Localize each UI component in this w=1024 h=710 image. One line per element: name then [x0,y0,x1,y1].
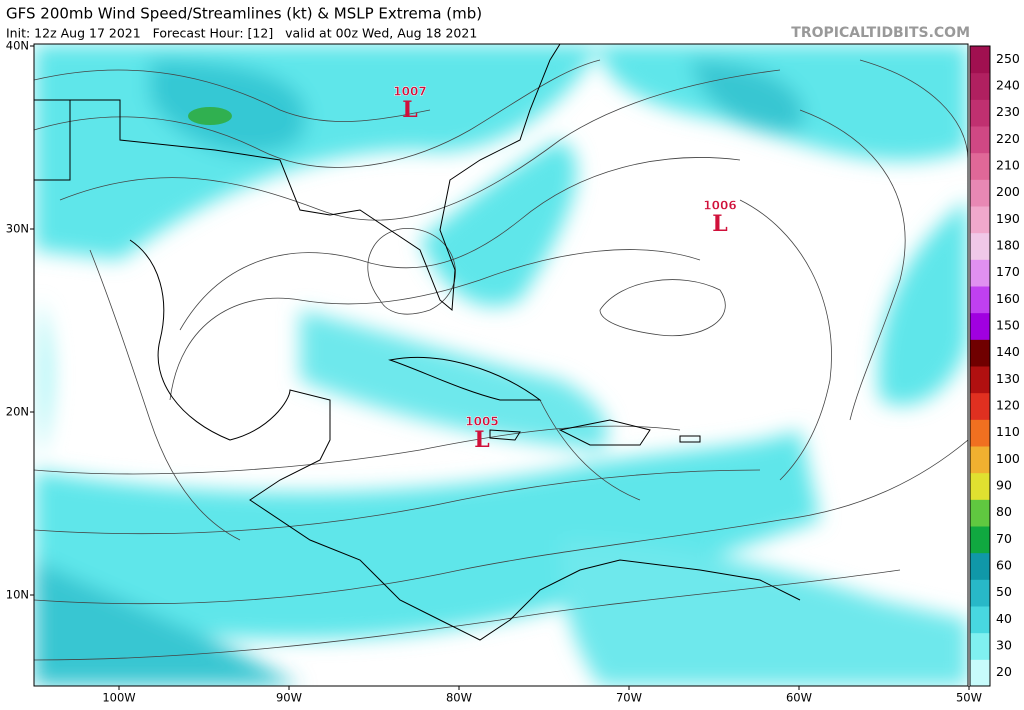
lat-label: 20N [6,405,29,419]
colorbar-segment [970,526,990,554]
colorbar-label: 130 [996,371,1020,386]
colorbar-label: 240 [996,78,1020,93]
lon-label: 60W [786,691,812,705]
map-frame [33,43,969,687]
colorbar-label: 220 [996,131,1020,146]
colorbar-segment [970,446,990,474]
wind-shading [34,44,968,686]
colorbar-label: 170 [996,264,1020,279]
colorbar-label: 200 [996,184,1020,199]
colorbar-segment [970,579,990,607]
colorbar-label: 100 [996,451,1020,466]
colorbar-segment [970,259,990,287]
colorbar-label: 60 [996,558,1012,573]
colorbar-label: 230 [996,104,1020,119]
site-credit: TROPICALTIDBITS.COM [791,25,970,41]
colorbar-label: 80 [996,504,1012,519]
lat-label: 10N [6,588,29,602]
lon-label: 50W [956,691,982,705]
colorbar-label: 160 [996,291,1020,306]
lat-label: 30N [6,222,29,236]
lon-label: 100W [102,691,135,705]
lon-label: 80W [446,691,472,705]
low-pressure: 1007 [393,85,426,99]
colorbar-segment [970,232,990,260]
colorbar-segment [970,472,990,500]
subtitle: Init: 12z Aug 17 2021 Forecast Hour: [12… [6,26,477,41]
colorbar-label: 150 [996,318,1020,333]
lon-label: 90W [276,691,302,705]
colorbar-label: 120 [996,398,1020,413]
colorbar-label: 70 [996,531,1012,546]
colorbar-segment [970,99,990,127]
colorbar-segment [970,499,990,527]
colorbar-label: 210 [996,158,1020,173]
colorbar-segment [970,46,990,74]
low-symbol: L [474,427,489,453]
colorbar-segment [970,152,990,180]
colorbar-label: 20 [996,664,1012,679]
low-symbol: L [712,211,727,237]
colorbar-segment [970,392,990,420]
colorbar-label: 30 [996,638,1012,653]
colorbar-segment [970,72,990,100]
lon-label: 70W [616,691,642,705]
colorbar-segment [970,366,990,394]
map [34,44,968,686]
colorbar-label: 110 [996,424,1020,439]
colorbar-segment [970,419,990,447]
colorbar-segment [970,286,990,314]
title: GFS 200mb Wind Speed/Streamlines (kt) & … [6,5,482,23]
coastlines [34,44,801,641]
colorbar-label: 140 [996,344,1020,359]
colorbar-segment [970,606,990,634]
colorbar: 20 30 40 50 60 70 80 90 100 110 120 130 140 150 160 170… [969,45,1020,687]
colorbar-segment [970,312,990,340]
colorbar-segment [970,659,990,687]
low-pressure: 1006 [703,199,736,213]
colorbar-frame [969,45,991,687]
lat-label: 40N [6,39,29,53]
colorbar-label: 50 [996,584,1012,599]
colorbar-label: 180 [996,238,1020,253]
wind-peak [188,107,232,125]
colorbar-segment [970,126,990,154]
low-pressure: 1005 [465,415,498,429]
colorbar-label: 90 [996,478,1012,493]
colorbar-label: 250 [996,51,1020,66]
axes: 40N 30N 20N 10N 100W 90W 80W 70W 60W 50W [6,39,982,705]
colorbar-label: 40 [996,611,1012,626]
colorbar-segment [970,339,990,367]
colorbar-segment [970,552,990,580]
colorbar-label: 190 [996,211,1020,226]
colorbar-segment [970,632,990,660]
colorbar-segment [970,206,990,234]
colorbar-segment [970,179,990,207]
low-symbol: L [402,97,417,123]
streamlines [34,59,968,661]
